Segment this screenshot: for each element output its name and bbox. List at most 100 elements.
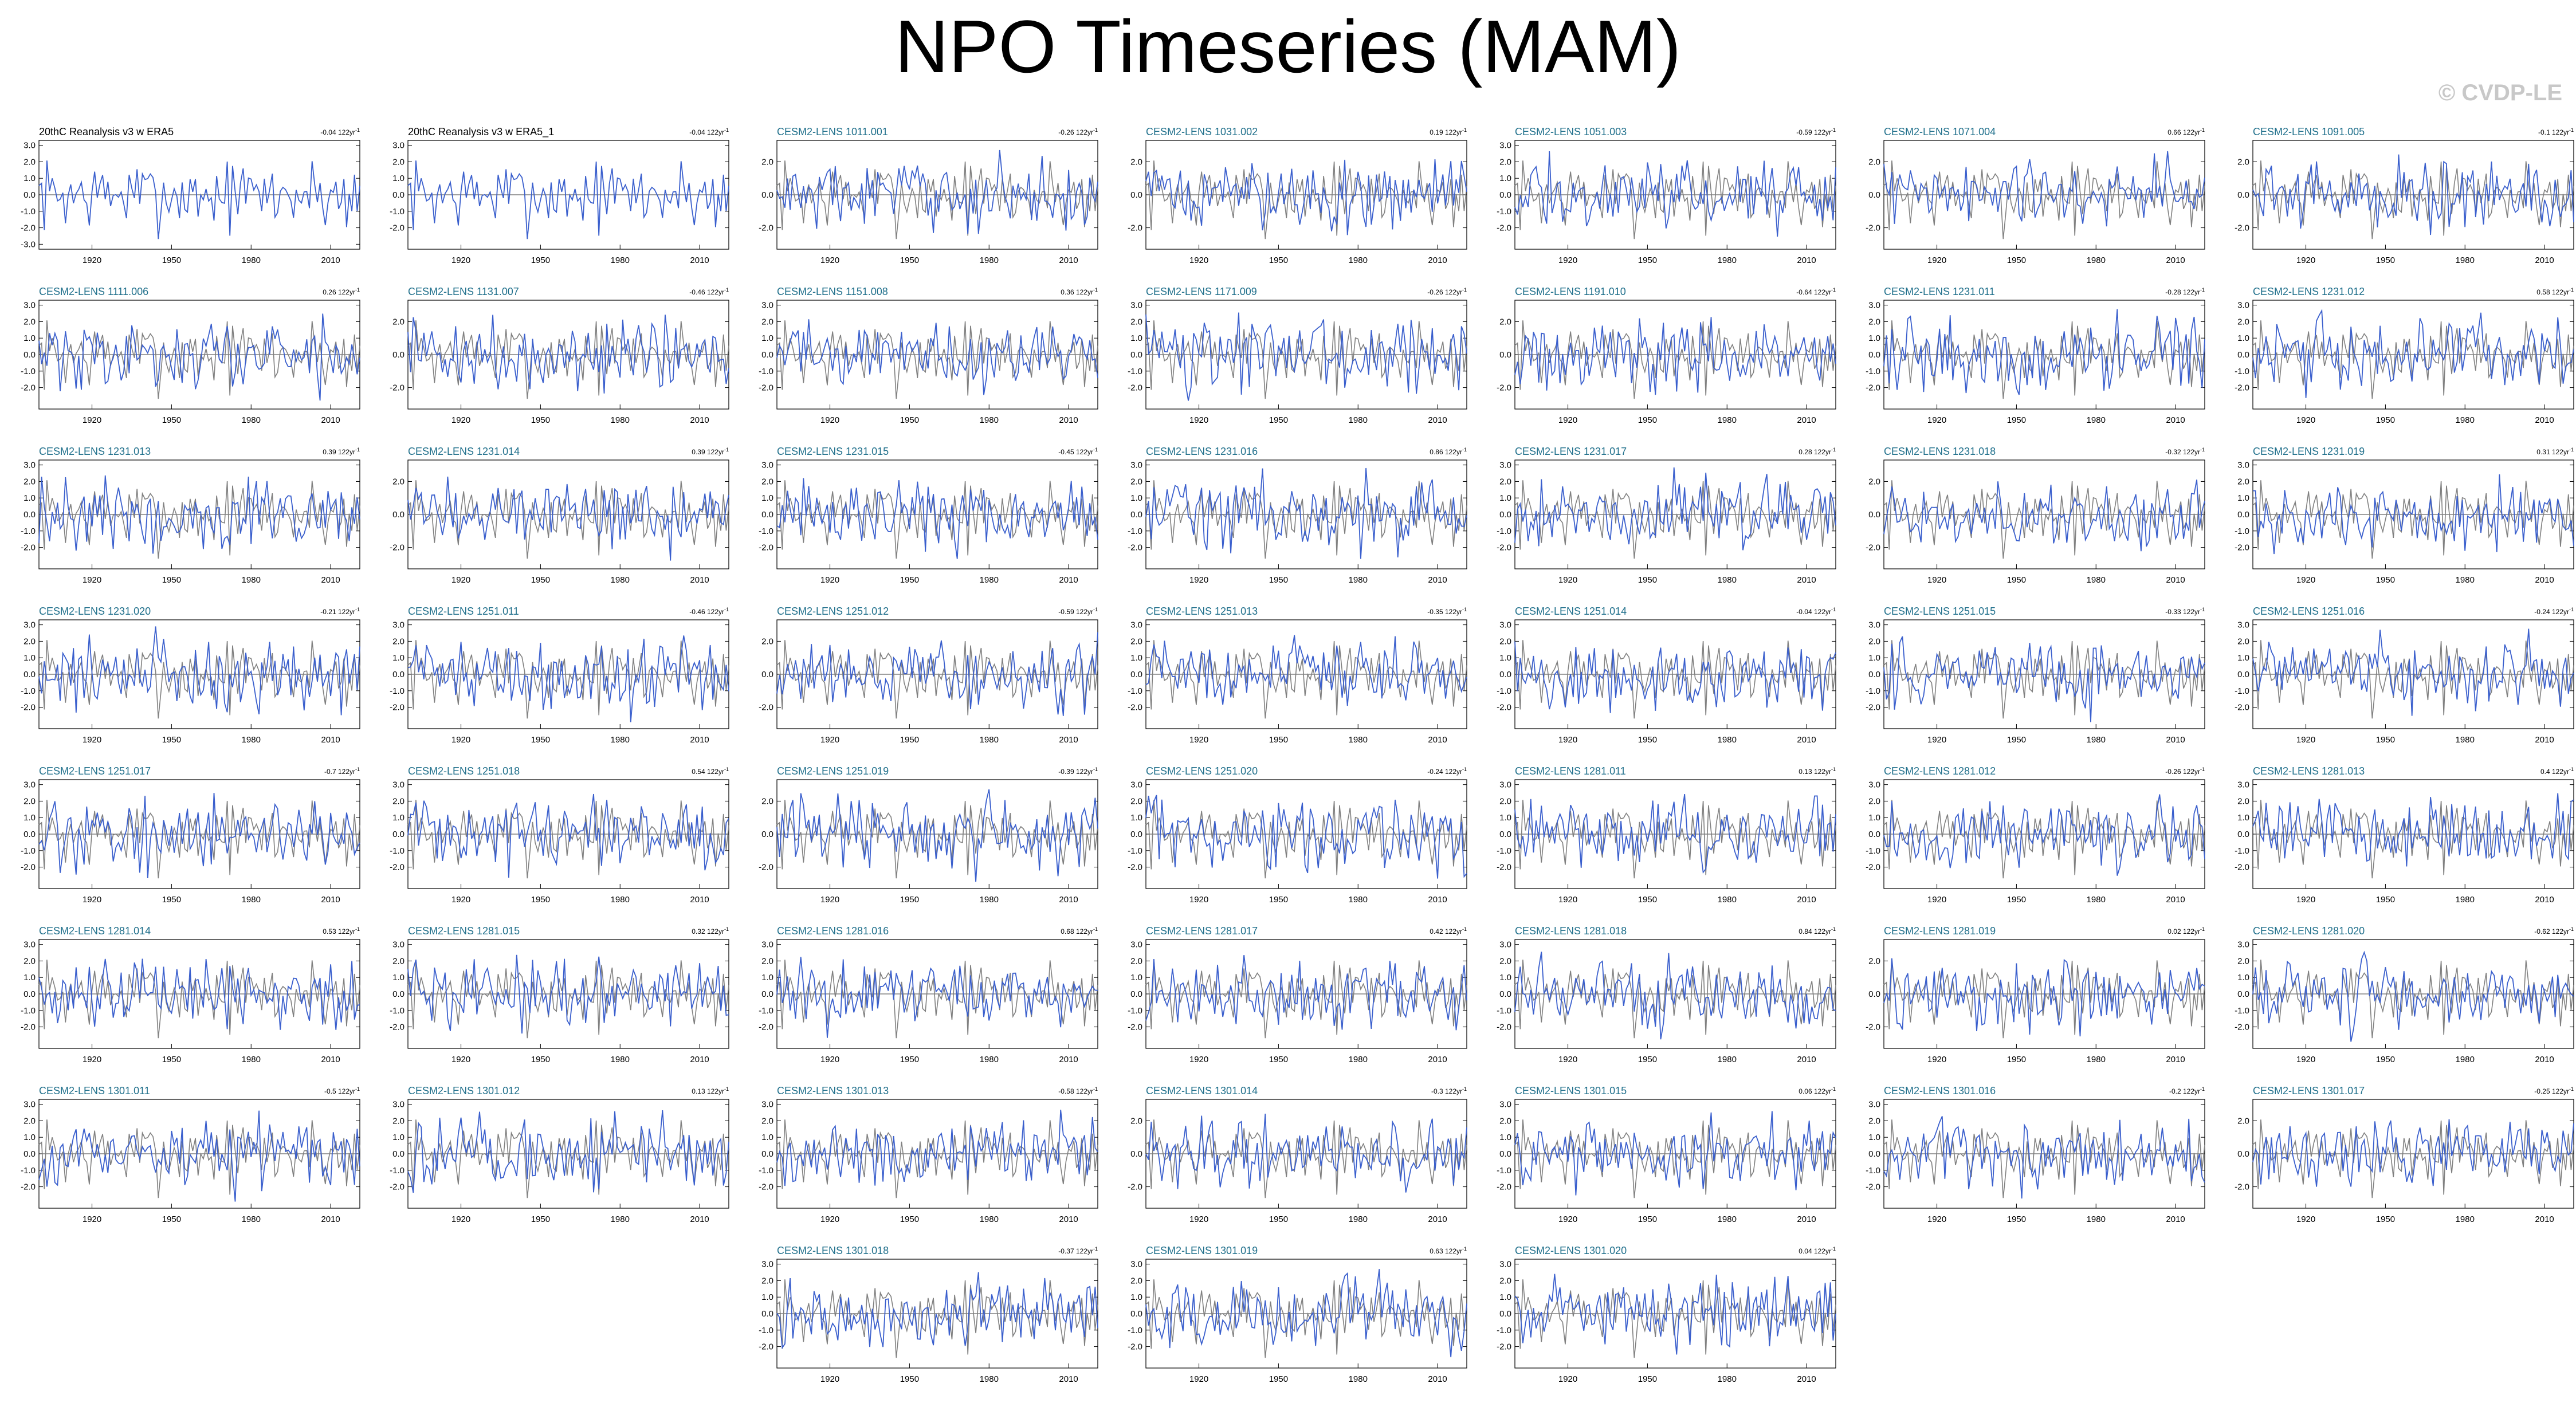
y-tick-label: 1.0	[1499, 174, 1511, 183]
observed-series-line	[1145, 320, 1467, 399]
y-tick-label: -2.0	[1866, 383, 1880, 393]
y-tick-label: -1.0	[1497, 526, 1511, 536]
y-tick-label: 1.0	[23, 653, 36, 663]
panel-plot: CESM2-LENS 1131.007 -0.46 122yr-1 2.0 0.0 -2…	[390, 286, 729, 425]
y-tick-label: -2.0	[1497, 1342, 1511, 1352]
x-tick-label: 2010	[1797, 1214, 1816, 1224]
x-tick-label: 1950	[900, 415, 919, 425]
panel-42: CESM2-LENS 1281.020 -0.62 122yr-1 3.0 2.0 1.…	[2224, 922, 2576, 1066]
x-tick-label: 1980	[1718, 1055, 1737, 1064]
y-tick-label: -2.0	[390, 223, 405, 233]
trend-label: 0.53 122yr-1	[323, 926, 360, 936]
panel-title: CESM2-LENS 1251.013	[1146, 606, 1258, 617]
panel-plot: CESM2-LENS 1281.020 -0.62 122yr-1 3.0 2.0 1.…	[2235, 925, 2574, 1064]
y-tick-label: 1.0	[392, 653, 405, 663]
x-tick-label: 2010	[2535, 1055, 2554, 1064]
panel-plot: CESM2-LENS 1251.015 -0.33 122yr-1 3.0 2.0 1.…	[1866, 606, 2205, 745]
x-tick-label: 1980	[1349, 1055, 1368, 1064]
trend-label: 0.04 122yr-1	[1799, 1246, 1836, 1255]
panel-title: CESM2-LENS 1281.015	[408, 925, 520, 937]
y-tick-label: 2.0	[761, 477, 773, 486]
x-tick-label: 2010	[690, 1214, 709, 1224]
y-tick-label: 3.0	[392, 940, 405, 950]
x-tick-label: 2010	[1428, 415, 1447, 425]
y-tick-label: 0.0	[761, 1149, 773, 1159]
y-tick-label: -1.0	[2235, 1006, 2249, 1016]
y-tick-label: -2.0	[1497, 1023, 1511, 1032]
y-tick-label: -2.0	[2235, 543, 2249, 553]
x-tick-label: 2010	[2166, 735, 2185, 745]
trend-label: 0.36 122yr-1	[1061, 287, 1098, 296]
x-tick-label: 1980	[1349, 1374, 1368, 1384]
trend-label: -0.24 122yr-1	[1427, 767, 1467, 776]
x-tick-label: 1950	[531, 256, 550, 265]
panel-plot: CESM2-LENS 1231.016 0.86 122yr-1 3.0 2.0 1.0…	[1128, 446, 1467, 585]
panel-title: CESM2-LENS 1231.016	[1146, 446, 1258, 457]
y-tick-label: 0.0	[2237, 350, 2249, 360]
x-tick-label: 1920	[820, 1374, 839, 1384]
x-tick-label: 1950	[1269, 256, 1288, 265]
y-tick-label: -1.0	[1866, 367, 1880, 376]
y-tick-label: -2.0	[759, 543, 773, 553]
y-tick-label: 3.0	[23, 780, 36, 790]
x-tick-label: 1920	[451, 575, 470, 585]
panel-41: CESM2-LENS 1281.019 0.02 122yr-1 2.0 0.0 -2.…	[1855, 922, 2210, 1066]
x-tick-label: 2010	[1059, 895, 1078, 905]
y-tick-label: 0.0	[761, 830, 773, 839]
y-tick-label: 2.0	[1868, 956, 1880, 966]
y-tick-label: 0.0	[1130, 1309, 1142, 1319]
x-tick-label: 1950	[2007, 1055, 2026, 1064]
y-tick-label: 1.0	[392, 174, 405, 183]
x-tick-label: 1980	[1718, 1374, 1737, 1384]
y-tick-label: -2.0	[2235, 1023, 2249, 1032]
x-tick-label: 1950	[2007, 895, 2026, 905]
y-tick-label: 0.0	[1130, 190, 1142, 200]
x-tick-label: 1980	[1349, 415, 1368, 425]
y-tick-label: 3.0	[392, 620, 405, 630]
panel-29: CESM2-LENS 1251.017 -0.7 122yr-1 3.0 2.0 1.0…	[10, 762, 366, 906]
panel-title: CESM2-LENS 1231.020	[39, 606, 151, 617]
x-tick-label: 1950	[2376, 256, 2395, 265]
panel-2: 20thC Reanalysis v3 w ERA5_1 -0.04 122yr-…	[379, 123, 735, 266]
y-tick-label: -1.0	[390, 686, 405, 696]
panel-title: CESM2-LENS 1251.012	[777, 606, 889, 617]
y-tick-label: 1.0	[23, 1133, 36, 1142]
y-tick-label: 1.0	[1499, 813, 1511, 823]
x-tick-label: 1980	[2087, 735, 2106, 745]
panel-34: CESM2-LENS 1281.012 -0.26 122yr-1 3.0 2.0 1.…	[1855, 762, 2210, 906]
trend-label: 0.32 122yr-1	[692, 926, 729, 936]
x-tick-label: 2010	[1059, 1055, 1078, 1064]
member-series-line	[407, 793, 729, 878]
panel-plot: CESM2-LENS 1281.017 0.42 122yr-1 3.0 2.0 1.0…	[1128, 925, 1467, 1064]
panel-32: CESM2-LENS 1251.020 -0.24 122yr-1 3.0 2.0 1.…	[1117, 762, 1472, 906]
x-tick-label: 1980	[1718, 895, 1737, 905]
y-tick-label: 3.0	[1499, 780, 1511, 790]
observed-series-line	[1145, 480, 1467, 559]
y-tick-label: 3.0	[2237, 780, 2249, 790]
y-tick-label: -1.0	[1866, 846, 1880, 856]
y-tick-label: 1.0	[1130, 1292, 1142, 1302]
x-tick-label: 2010	[2535, 895, 2554, 905]
observed-series-line	[407, 640, 729, 719]
y-tick-label: 2.0	[23, 157, 36, 167]
y-tick-label: -1.0	[759, 1006, 773, 1016]
panel-title: CESM2-LENS 1231.017	[1515, 446, 1627, 457]
y-tick-label: 2.0	[761, 956, 773, 966]
x-tick-label: 1950	[1269, 1214, 1288, 1224]
panel-plot: CESM2-LENS 1191.010 -0.64 122yr-1 2.0 0.0 -2…	[1497, 286, 1836, 425]
panel-23: CESM2-LENS 1251.011 -0.46 122yr-1 3.0 2.0 1.…	[379, 603, 735, 746]
y-tick-label: 2.0	[1868, 796, 1880, 806]
x-tick-label: 1980	[1349, 735, 1368, 745]
observed-series-line	[1883, 160, 2205, 239]
y-tick-label: 3.0	[1868, 620, 1880, 630]
page-title: NPO Timeseries (MAM)	[894, 5, 1682, 88]
panel-plot: CESM2-LENS 1281.013 0.4 122yr-1 3.0 2.0 1.0 0…	[2235, 765, 2574, 905]
y-tick-label: 2.0	[392, 157, 405, 167]
y-tick-label: -1.0	[1497, 207, 1511, 217]
x-tick-label: 1980	[980, 895, 999, 905]
observed-series-line	[1145, 640, 1467, 719]
member-series-line	[38, 475, 360, 554]
x-tick-label: 1950	[2007, 415, 2026, 425]
y-tick-label: 0.0	[1499, 830, 1511, 839]
y-tick-label: -2.0	[1128, 863, 1142, 872]
